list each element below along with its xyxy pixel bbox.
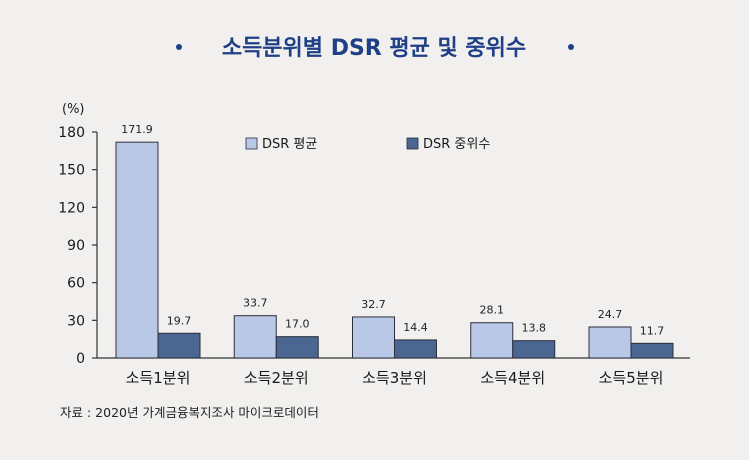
bar-dsr-median (512, 340, 556, 359)
bar-value-label: 19.7 (167, 314, 192, 327)
y-tick-label: 120 (58, 200, 85, 216)
bar-dsr-mean (352, 316, 395, 359)
chart-title: 소득분위별 DSR 평균 및 중위수 (222, 36, 526, 61)
bar-value-label: 14.4 (403, 321, 428, 334)
x-category-label: 소득4분위 (480, 369, 545, 387)
y-tick-label: 180 (58, 125, 85, 141)
legend-swatch-mean (245, 137, 258, 150)
y-axis-ticks: 0 30 60 90 120 150 180 (58, 125, 97, 367)
title-bullet-left-icon (176, 44, 182, 50)
y-tick-label: 30 (67, 313, 85, 329)
bar-dsr-median (394, 339, 437, 359)
bar-value-label: 17.0 (285, 318, 310, 331)
x-category-label: 소득3분위 (362, 369, 427, 387)
bar-dsr-mean (115, 141, 159, 359)
x-category-label: 소득1분위 (126, 369, 191, 387)
bar-value-label: 171.9 (121, 123, 153, 136)
bar-value-label: 11.7 (640, 324, 665, 337)
bar-dsr-mean (233, 315, 277, 359)
y-axis-unit-label: (%) (62, 102, 85, 117)
bars-group (115, 141, 674, 359)
bar-value-label: 13.8 (522, 322, 547, 335)
bar-value-label: 24.7 (598, 308, 623, 321)
bar-dsr-median (275, 336, 319, 359)
bar-dsr-mean (588, 326, 632, 359)
legend-item-mean: DSR 평균 (245, 137, 317, 152)
bar-dsr-mean (470, 322, 514, 359)
bar-dsr-median (157, 332, 201, 359)
y-tick-label: 60 (67, 276, 85, 292)
title-bullet-right-icon (568, 44, 574, 50)
bar-value-label: 32.7 (361, 298, 386, 311)
bar-value-label: 28.1 (480, 304, 505, 317)
bar-dsr-median (630, 342, 674, 359)
y-tick-label: 90 (67, 238, 85, 254)
chart-title-group: 소득분위별 DSR 평균 및 중위수 (176, 36, 574, 61)
value-labels-group: 171.9 19.7 33.7 17.0 32.7 14.4 28.1 13.8 24.7 11.… (121, 123, 664, 337)
legend-swatch-median (406, 137, 419, 150)
legend: DSR 평균 DSR 중위수 (245, 137, 490, 152)
source-note: 자료 : 2020년 가계금융복지조사 마이크로데이터 (60, 405, 319, 420)
x-category-label: 소득5분위 (599, 369, 664, 387)
legend-item-median: DSR 중위수 (406, 137, 490, 152)
legend-label-median: DSR 중위수 (423, 137, 490, 152)
x-category-label: 소득2분위 (244, 369, 309, 387)
y-tick-label: 0 (76, 351, 85, 367)
legend-label-mean: DSR 평균 (262, 137, 317, 152)
y-tick-label: 150 (58, 163, 85, 179)
x-axis-labels: 소득1분위 소득2분위 소득3분위 소득4분위 소득5분위 (126, 369, 664, 387)
bar-value-label: 33.7 (243, 297, 268, 310)
